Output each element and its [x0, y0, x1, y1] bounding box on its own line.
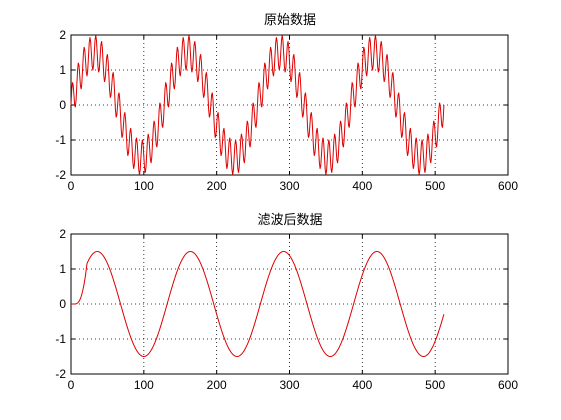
chart-title: 滤波后数据 [257, 213, 322, 228]
y-tick-label: 2 [59, 28, 66, 42]
x-tick-label: 400 [352, 179, 372, 193]
y-tick-label: -2 [55, 168, 66, 182]
x-tick-label: 200 [207, 378, 227, 392]
y-tick-label: 2 [59, 227, 66, 241]
y-tick-label: -2 [55, 367, 66, 381]
series-line [71, 250, 445, 358]
x-tick-label: 500 [425, 378, 445, 392]
x-tick-label: 500 [425, 179, 445, 193]
x-tick-label: 600 [498, 179, 518, 193]
chart-original-data: 原始数据 0 100 200 300 400 500 600 -2 -1 0 1 2 [55, 13, 518, 193]
x-tick-label: 100 [134, 378, 154, 392]
y-tick-label: 1 [59, 262, 66, 276]
y-tick-label: -1 [55, 133, 66, 147]
x-tick-label: 400 [352, 378, 372, 392]
chart-filtered-data: 滤波后数据 0 100 200 300 400 500 600 -2 -1 0 1 2 [55, 213, 518, 392]
series-line [70, 35, 445, 175]
y-tick-label: -1 [55, 332, 66, 346]
x-tick-label: 0 [68, 378, 75, 392]
x-tick-label: 200 [207, 179, 227, 193]
x-tick-label: 300 [279, 179, 299, 193]
chart-title: 原始数据 [264, 13, 316, 28]
x-tick-label: 0 [68, 179, 75, 193]
x-tick-label: 600 [498, 378, 518, 392]
x-tick-label: 100 [134, 179, 154, 193]
x-tick-label: 300 [279, 378, 299, 392]
y-tick-label: 1 [59, 63, 66, 77]
y-tick-label: 0 [59, 98, 66, 112]
y-tick-label: 0 [59, 297, 66, 311]
